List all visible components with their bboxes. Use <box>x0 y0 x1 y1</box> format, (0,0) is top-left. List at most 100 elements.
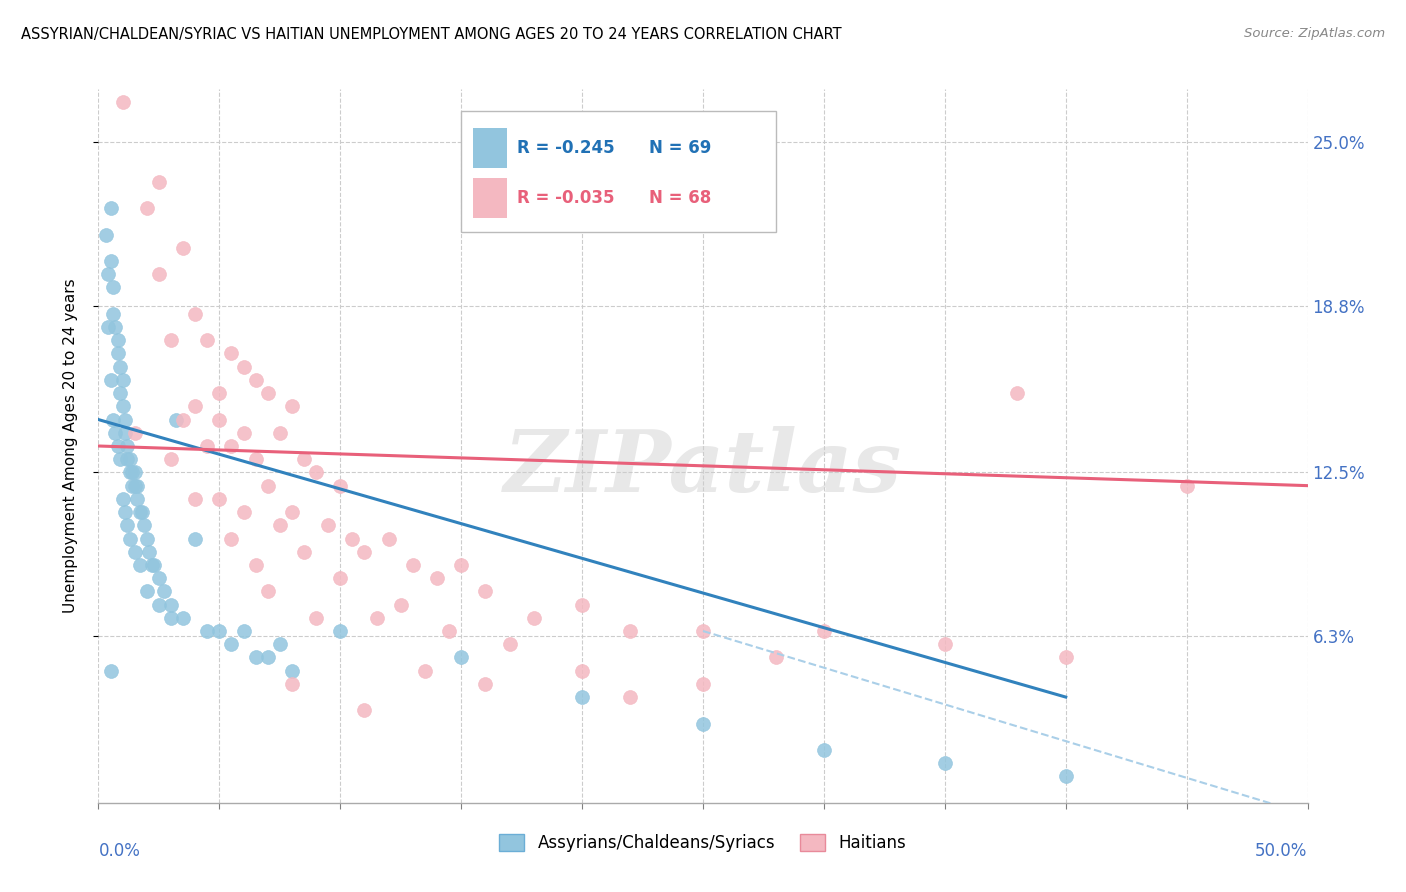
Point <box>108 452 131 467</box>
Point <box>101 307 124 321</box>
Point <box>269 637 291 651</box>
Point <box>127 491 149 506</box>
Point <box>97 320 120 334</box>
Point <box>114 505 136 519</box>
Point <box>292 452 315 467</box>
Point <box>329 478 352 492</box>
Point <box>114 425 136 440</box>
Point <box>135 532 157 546</box>
Point <box>765 650 787 665</box>
Point <box>111 373 134 387</box>
Point <box>114 412 136 426</box>
Point <box>450 558 472 572</box>
Point <box>498 637 520 651</box>
Point <box>292 545 315 559</box>
Point <box>160 333 183 347</box>
Point <box>184 307 207 321</box>
Point <box>160 598 183 612</box>
Point <box>208 624 231 638</box>
Point <box>108 359 131 374</box>
Point <box>111 491 134 506</box>
Point <box>316 518 339 533</box>
Point <box>148 267 170 281</box>
Point <box>104 425 127 440</box>
Text: R = -0.035: R = -0.035 <box>517 189 614 207</box>
Y-axis label: Unemployment Among Ages 20 to 24 years: Unemployment Among Ages 20 to 24 years <box>63 278 77 614</box>
Point <box>107 346 129 360</box>
Point <box>342 532 364 546</box>
Point <box>232 505 254 519</box>
Point <box>232 359 254 374</box>
Point <box>172 412 194 426</box>
Text: ZIPatlas: ZIPatlas <box>503 425 903 509</box>
Point <box>281 677 304 691</box>
Point <box>245 452 267 467</box>
Point <box>413 664 436 678</box>
Point <box>104 320 127 334</box>
Point <box>138 545 160 559</box>
Point <box>135 201 157 215</box>
Point <box>131 505 153 519</box>
Point <box>692 677 714 691</box>
Point <box>329 571 352 585</box>
Text: R = -0.245: R = -0.245 <box>517 139 614 157</box>
Point <box>366 611 388 625</box>
Point <box>245 373 267 387</box>
Point <box>117 452 139 467</box>
FancyBboxPatch shape <box>461 111 776 232</box>
Point <box>117 518 139 533</box>
Point <box>172 611 194 625</box>
Point <box>165 412 187 426</box>
Text: N = 68: N = 68 <box>648 189 711 207</box>
Point <box>208 491 231 506</box>
Legend: Assyrians/Chaldeans/Syriacs, Haitians: Assyrians/Chaldeans/Syriacs, Haitians <box>494 827 912 859</box>
FancyBboxPatch shape <box>474 128 508 168</box>
Point <box>121 466 143 480</box>
Point <box>127 478 149 492</box>
Point <box>160 611 183 625</box>
Point <box>329 624 352 638</box>
Point <box>124 466 146 480</box>
Point <box>97 267 120 281</box>
Point <box>245 558 267 572</box>
Point <box>121 478 143 492</box>
Point <box>152 584 174 599</box>
Point <box>100 254 122 268</box>
Text: ASSYRIAN/CHALDEAN/SYRIAC VS HAITIAN UNEMPLOYMENT AMONG AGES 20 TO 24 YEARS CORRE: ASSYRIAN/CHALDEAN/SYRIAC VS HAITIAN UNEM… <box>21 27 842 42</box>
Point <box>94 227 117 242</box>
Point <box>474 677 496 691</box>
Point <box>377 532 399 546</box>
Point <box>256 386 278 401</box>
Point <box>450 650 472 665</box>
Point <box>124 425 146 440</box>
Point <box>107 333 129 347</box>
Point <box>305 466 328 480</box>
Text: 0.0%: 0.0% <box>98 842 141 860</box>
Point <box>101 280 124 294</box>
Point <box>813 624 835 638</box>
Point <box>437 624 460 638</box>
Point <box>402 558 425 572</box>
Text: Source: ZipAtlas.com: Source: ZipAtlas.com <box>1244 27 1385 40</box>
Point <box>571 690 593 704</box>
Point <box>619 624 641 638</box>
Point <box>523 611 546 625</box>
Point <box>160 452 183 467</box>
Point <box>619 690 641 704</box>
Point <box>221 637 243 651</box>
Point <box>813 743 835 757</box>
Point <box>118 452 141 467</box>
Point <box>101 412 124 426</box>
Point <box>934 637 956 651</box>
FancyBboxPatch shape <box>474 178 508 218</box>
Point <box>100 201 122 215</box>
Point <box>148 571 170 585</box>
Point <box>256 650 278 665</box>
Point <box>256 478 278 492</box>
Point <box>571 664 593 678</box>
Point <box>281 664 304 678</box>
Point <box>141 558 163 572</box>
Point <box>208 386 231 401</box>
Point <box>208 412 231 426</box>
Point <box>128 558 150 572</box>
